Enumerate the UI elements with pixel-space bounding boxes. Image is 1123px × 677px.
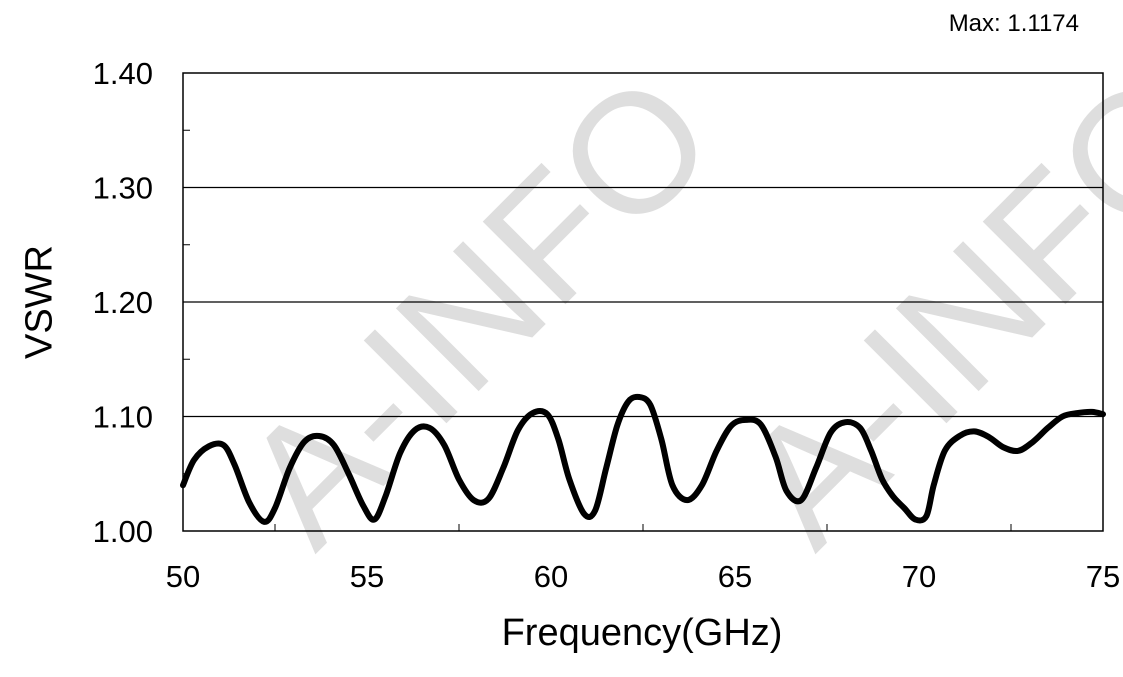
- x-tick-label-1: 55: [350, 559, 384, 594]
- y-tick-label-3: 1.30: [93, 171, 153, 206]
- y-tick-label-2: 1.20: [93, 285, 153, 320]
- y-tick-labels: 1.00 1.10 1.20 1.30 1.40: [93, 56, 153, 549]
- x-tick-label-0: 50: [166, 559, 200, 594]
- tick-marks: [183, 129, 1012, 531]
- y-axis-label: VSWR: [18, 245, 61, 359]
- watermark: A-INFO A-INFO: [207, 39, 1123, 581]
- x-tick-label-2: 60: [534, 559, 568, 594]
- y-tick-label-0: 1.00: [93, 514, 153, 549]
- gridlines: [183, 186, 1103, 418]
- svg-text:A-INFO: A-INFO: [707, 39, 1123, 581]
- x-tick-label-4: 70: [902, 559, 936, 594]
- y-tick-label-1: 1.10: [93, 400, 153, 435]
- x-tick-label-5: 75: [1086, 559, 1120, 594]
- x-tick-label-3: 65: [718, 559, 752, 594]
- y-tick-label-4: 1.40: [93, 56, 153, 91]
- series-line: [180, 393, 1106, 525]
- x-axis-label: Frequency(GHz): [501, 612, 783, 654]
- x-tick-labels: 50 55 60 65 70 75: [166, 559, 1120, 594]
- max-annotation: Max: 1.1174: [948, 10, 1079, 37]
- plot-frame: [182, 72, 1104, 532]
